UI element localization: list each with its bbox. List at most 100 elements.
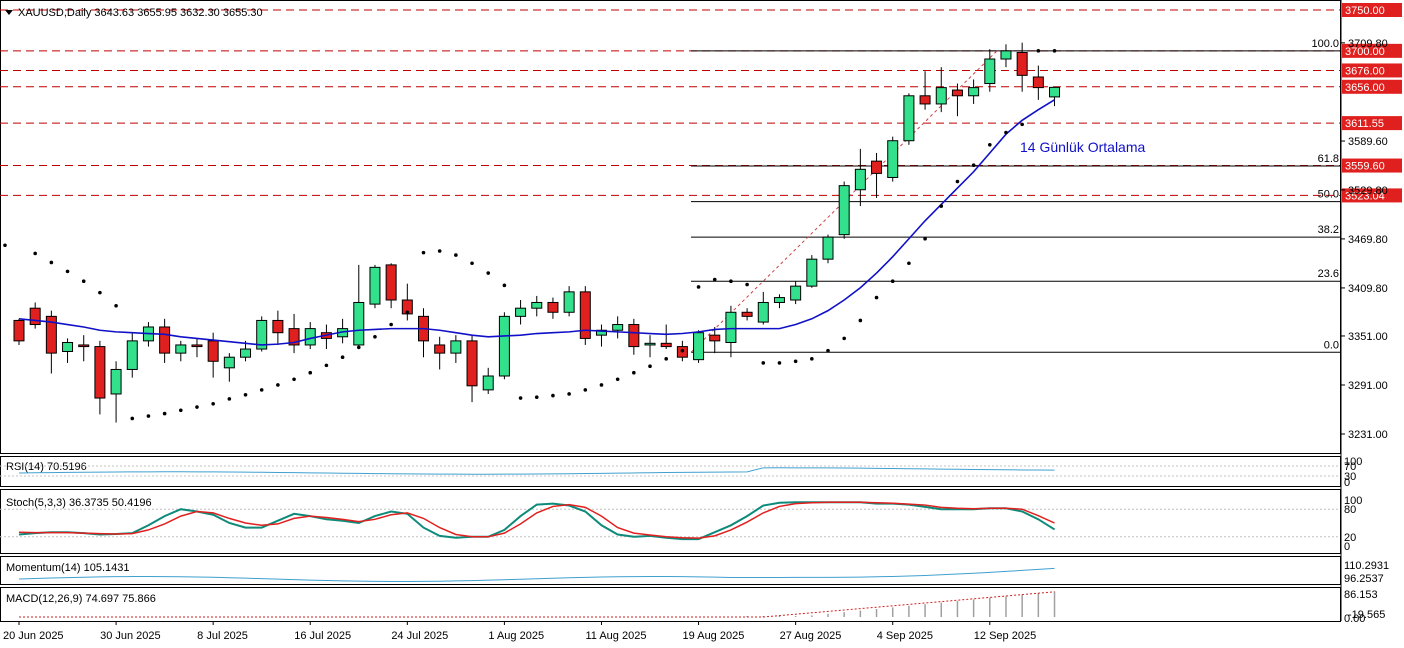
stoch-label: Stoch(5,3,3) 36.3735 50.4196 — [6, 497, 152, 509]
sar-dot — [567, 392, 571, 396]
candle-body — [612, 324, 624, 331]
sar-dot — [615, 377, 620, 382]
fib-level-label: 61.8 — [1318, 153, 1339, 165]
stoch-tick: 0 — [1344, 541, 1350, 553]
date-label: 12 Sep 2025 — [974, 630, 1036, 642]
candle-body — [207, 340, 219, 362]
sar-dot — [518, 396, 523, 400]
candle-body — [272, 319, 284, 334]
date-label: 27 Aug 2025 — [780, 630, 842, 642]
candle-body — [159, 326, 171, 354]
sar-dot — [599, 383, 604, 387]
candle-body — [628, 324, 640, 348]
fib-level-label: 100.0 — [1311, 38, 1339, 50]
candle-body — [693, 332, 705, 361]
sar-dot — [648, 364, 652, 368]
sar-dot — [179, 408, 183, 413]
sar-dot — [130, 416, 135, 421]
sar-dot — [1052, 49, 1057, 53]
sar-dot — [923, 236, 927, 241]
sar-dot — [437, 249, 442, 253]
candle-body — [806, 258, 818, 287]
candle-body — [709, 334, 721, 342]
sar-dot — [745, 282, 749, 287]
candle-body — [887, 140, 899, 178]
sar-dot — [1004, 130, 1008, 135]
sar-dot — [988, 142, 992, 147]
sar-dot — [292, 377, 296, 382]
candle-body — [741, 311, 753, 317]
candle-body — [903, 95, 915, 142]
rsi-label: RSI(14) 70.5196 — [6, 461, 87, 473]
panel-frame-0 — [0, 0, 1341, 454]
sar-dot — [49, 260, 54, 265]
sar-dot — [971, 163, 976, 168]
macd-signal-line — [19, 591, 1055, 618]
fibonacci-retracement[interactable]: 100.0 61.8 50.0 38.2 23.6 0.0 — [690, 38, 1340, 353]
panel-frame-3 — [0, 556, 1341, 585]
candle-body — [595, 329, 607, 336]
macd-tick: 0.00 — [1344, 613, 1365, 625]
rsi-tick: 30 — [1344, 471, 1356, 483]
sar-dot — [405, 310, 410, 315]
sr-level-badge — [1342, 3, 1402, 17]
sar-dot — [33, 251, 37, 256]
sar-dot — [454, 253, 458, 257]
candle-body — [838, 185, 850, 236]
sar-dot — [907, 261, 911, 266]
candle-body — [450, 340, 462, 354]
macd-label: MACD(12,26,9) 74.697 75.866 — [6, 593, 156, 605]
sr-level-badge — [1342, 116, 1402, 131]
candle-body — [563, 291, 575, 313]
stoch-tick: 100 — [1344, 495, 1362, 507]
candle-body — [1049, 86, 1061, 98]
fib-level-label: 38.2 — [1318, 224, 1339, 236]
sr-level-label: 3656.00 — [1345, 82, 1385, 94]
sar-dot — [664, 357, 668, 361]
candle-body — [175, 344, 187, 354]
sr-level-badge — [1342, 79, 1402, 94]
candle-body — [644, 342, 656, 346]
candle-body — [13, 319, 25, 342]
candle-body — [822, 236, 834, 260]
candle-body — [547, 301, 559, 313]
stoch-tick: 80 — [1344, 504, 1356, 516]
sar-dot — [696, 285, 701, 289]
date-label: 20 Jun 2025 — [3, 630, 64, 642]
candle-body — [288, 328, 300, 346]
price-tick-label: 3409.80 — [1348, 283, 1388, 295]
sar-dot — [551, 393, 555, 398]
date-label: 16 Jul 2025 — [294, 630, 351, 642]
date-label: 4 Sep 2025 — [877, 630, 933, 642]
sr-level-label: 3611.55 — [1345, 118, 1384, 130]
macd-tick: 86.153 — [1344, 589, 1378, 601]
price-tick-label: 3291.00 — [1348, 380, 1388, 392]
sar-dot — [810, 357, 814, 361]
sar-dot — [534, 395, 539, 400]
sar-dot — [211, 401, 215, 406]
sr-level-label: 3750.00 — [1345, 5, 1385, 17]
candle-body — [256, 319, 268, 350]
sar-dot — [793, 359, 798, 364]
candle-body — [951, 89, 963, 97]
candle-body — [579, 291, 591, 339]
sar-dot — [470, 261, 474, 266]
sar-dot — [486, 271, 491, 275]
rsi-tick: 70 — [1344, 461, 1356, 473]
panel-frame-2 — [0, 489, 1341, 554]
collapse-triangle-icon[interactable] — [5, 10, 13, 15]
candle-body — [515, 307, 527, 317]
candle-body — [94, 346, 106, 399]
sar-dot — [276, 383, 280, 387]
date-label: 24 Jul 2025 — [391, 630, 448, 642]
ma14-line — [18, 99, 1055, 346]
sar-dot — [890, 279, 895, 284]
sar-dot — [939, 204, 944, 208]
sar-dot — [1020, 122, 1024, 127]
date-label: 11 Aug 2025 — [585, 630, 646, 642]
stoch-tick: 20 — [1344, 532, 1356, 544]
candle-body — [660, 342, 672, 348]
candle-body — [45, 315, 57, 354]
